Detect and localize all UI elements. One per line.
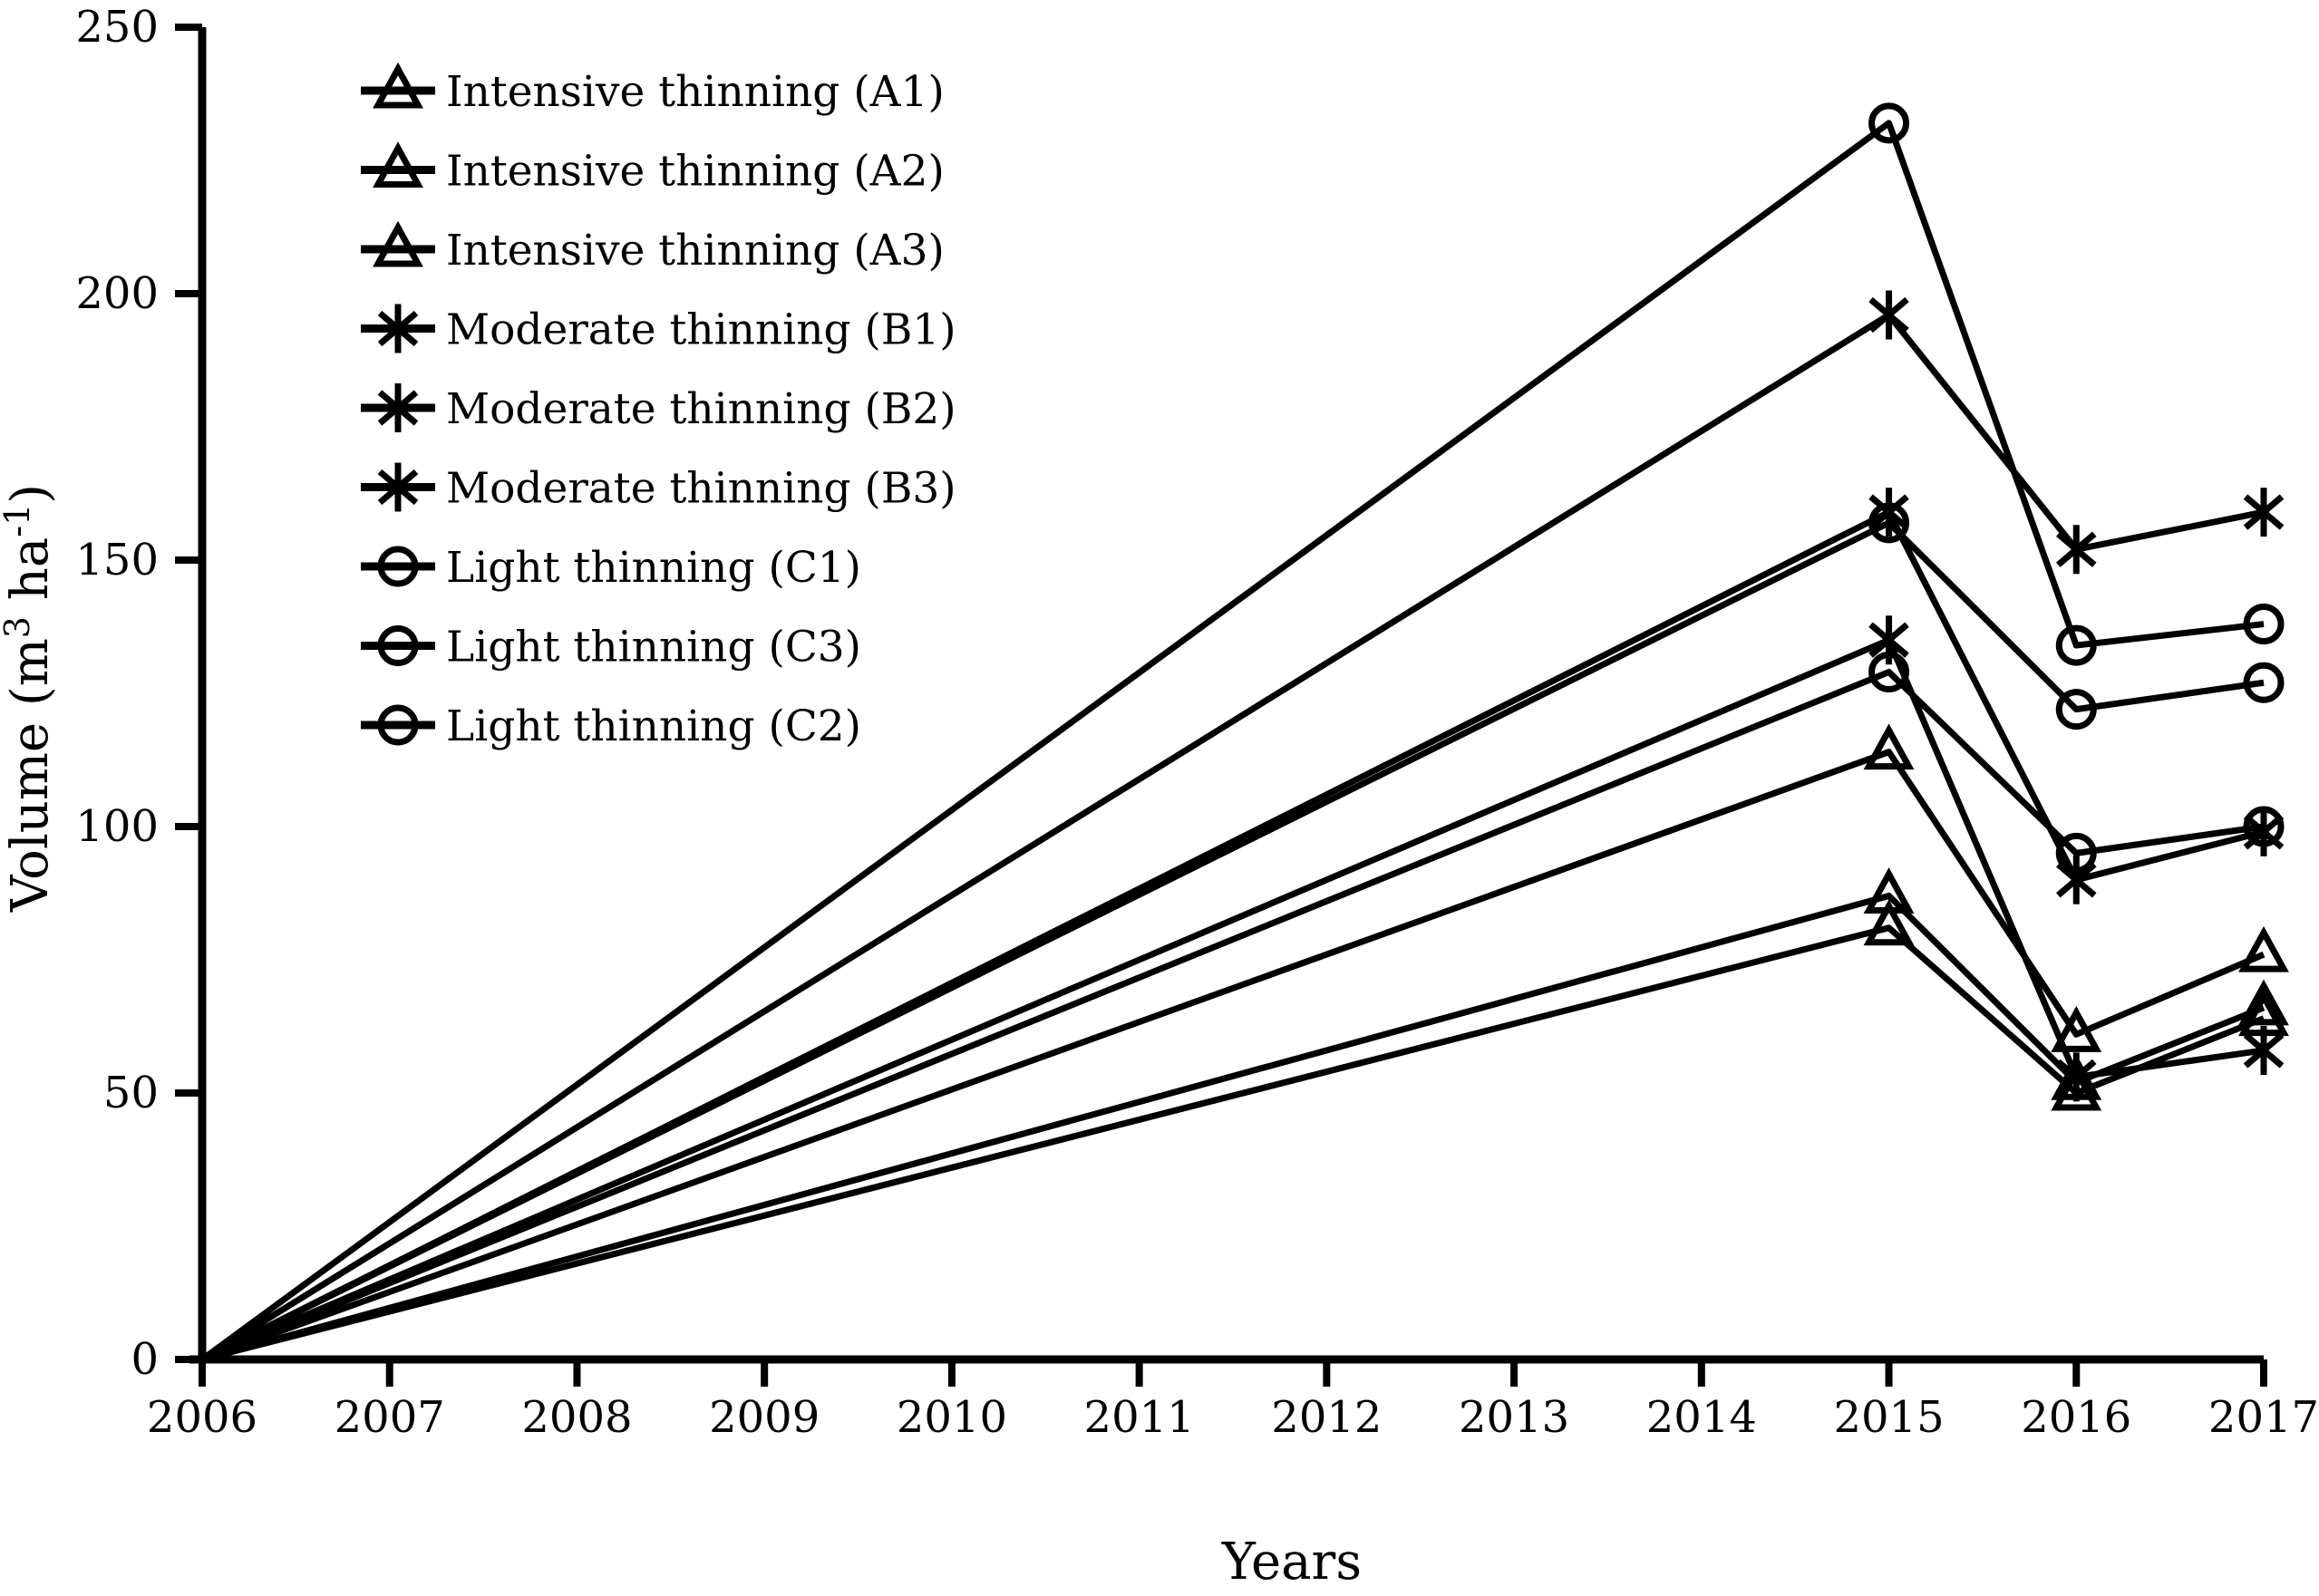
y-axis-title: Volume (m3 ha-1) <box>0 484 60 913</box>
legend-label: Intensive thinning (A1) <box>446 67 945 117</box>
circle-marker-icon <box>1868 102 1910 144</box>
y-axis-title-part: Volume (m <box>1 638 60 913</box>
series-line <box>199 120 2265 1362</box>
legend-item: Intensive thinning (A2) <box>361 141 945 197</box>
y-axis-title-part: ha <box>1 537 60 616</box>
circle-marker-icon <box>1868 651 1910 692</box>
legend-label: Light thinning (C2) <box>446 701 861 751</box>
asterisk-marker-icon <box>1868 488 1909 537</box>
legend-item: Intensive thinning (A3) <box>361 220 945 276</box>
series-line <box>200 668 2265 1363</box>
series-line <box>200 508 2265 1363</box>
asterisk-marker-icon <box>2056 525 2097 575</box>
legend-label: Moderate thinning (B3) <box>446 464 956 514</box>
y-tick-label: 150 <box>75 535 159 585</box>
circle-marker-icon <box>2055 689 2097 730</box>
x-tick-label: 2013 <box>1459 1392 1569 1443</box>
circle-marker-icon <box>1868 502 1910 544</box>
triangle-marker-icon <box>2051 1006 2102 1052</box>
series-line <box>200 636 2265 1363</box>
circle-marker-icon <box>377 625 419 666</box>
circle-marker-icon <box>377 546 419 587</box>
legend-item: Moderate thinning (B1) <box>361 304 956 355</box>
legend-label: Light thinning (C3) <box>446 623 861 672</box>
y-tick-label: 50 <box>103 1068 159 1118</box>
x-tick-label: 2016 <box>2021 1392 2131 1443</box>
circle-marker-icon <box>2055 624 2097 666</box>
series-line <box>200 749 2266 1363</box>
y-axis-title-part: -1 <box>0 504 37 537</box>
x-tick-label: 2011 <box>1084 1392 1195 1443</box>
asterisk-marker-icon <box>377 304 419 353</box>
triangle-marker-icon <box>373 141 423 188</box>
circle-marker-icon <box>2055 832 2097 874</box>
y-tick-label: 0 <box>131 1334 159 1385</box>
legend-item: Moderate thinning (B2) <box>361 383 956 434</box>
asterisk-marker-icon <box>2056 1052 2097 1102</box>
legend-label: Moderate thinning (B1) <box>446 305 956 355</box>
legend-item: Intensive thinning (A1) <box>361 62 945 117</box>
asterisk-marker-icon <box>2243 1025 2285 1075</box>
y-tick-label: 100 <box>75 801 159 852</box>
legend: Intensive thinning (A1) Intensive thinnin… <box>361 62 956 751</box>
asterisk-marker-icon <box>377 383 419 432</box>
x-tick-label: 2012 <box>1271 1392 1382 1443</box>
x-axis-title: Years <box>1221 1533 1362 1591</box>
legend-label: Intensive thinning (A2) <box>446 147 945 197</box>
triangle-marker-icon <box>1863 723 1915 770</box>
circle-marker-icon <box>377 704 419 746</box>
series-line <box>200 519 2265 1363</box>
triangle-marker-icon <box>373 62 423 109</box>
triangle-marker-icon <box>2238 979 2289 1026</box>
circle-marker-icon <box>2243 662 2285 703</box>
triangle-marker-icon <box>2238 925 2289 972</box>
x-tick-label: 2017 <box>2208 1392 2319 1443</box>
legend-item: Light thinning (C1) <box>361 543 861 593</box>
legend-item: Moderate thinning (B3) <box>361 462 956 514</box>
legend-item: Light thinning (C2) <box>361 701 861 751</box>
y-tick-label: 250 <box>75 2 159 53</box>
x-tick-label: 2014 <box>1646 1392 1757 1443</box>
x-tick-label: 2008 <box>521 1392 632 1443</box>
x-tick-label: 2006 <box>147 1392 257 1443</box>
plot-area: 0 50 100 150 200 250 2006 2007 2008 2009 2010 2011 2… <box>75 2 2319 1443</box>
series-line <box>201 892 2266 1363</box>
y-axis-title-part: 3 <box>0 616 37 638</box>
legend-label: Light thinning (C1) <box>446 543 861 593</box>
y-axis-title-part: ) <box>1 484 60 504</box>
series-line <box>200 312 2265 1362</box>
legend-item: Light thinning (C3) <box>361 623 861 672</box>
asterisk-marker-icon <box>1868 290 1909 340</box>
triangle-marker-icon <box>1863 899 1915 946</box>
x-tick-label: 2009 <box>709 1392 820 1443</box>
series-line <box>201 924 2266 1363</box>
circle-marker-icon <box>2243 604 2285 645</box>
asterisk-marker-icon <box>2243 488 2285 537</box>
triangle-marker-icon <box>373 220 423 267</box>
x-tick-label: 2010 <box>897 1392 1007 1443</box>
y-tick-label: 200 <box>75 268 159 319</box>
circle-marker-icon <box>2243 806 2285 847</box>
legend-label: Intensive thinning (A3) <box>446 226 945 276</box>
x-tick-label: 2015 <box>1833 1392 1944 1443</box>
x-tick-label: 2007 <box>335 1392 445 1443</box>
legend-label: Moderate thinning (B2) <box>446 384 956 434</box>
asterisk-marker-icon <box>377 462 419 512</box>
